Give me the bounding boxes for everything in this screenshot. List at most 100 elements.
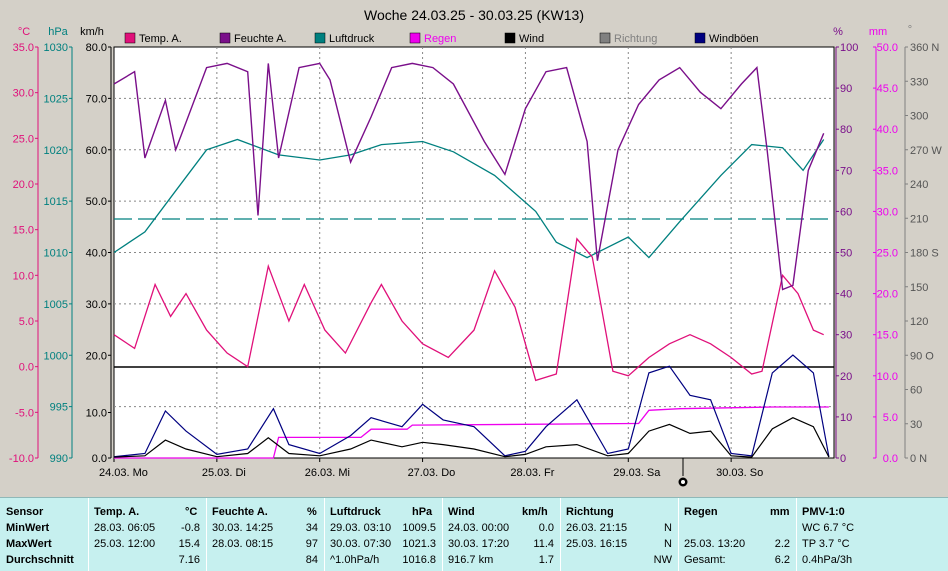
temp-tick-label: 5.0 xyxy=(19,316,34,328)
pressure-tick-label: 1025 xyxy=(44,93,68,105)
stats-header-humidity: Feuchte A. xyxy=(212,506,268,518)
stats-header-wind: Wind xyxy=(448,506,475,518)
legend-swatch xyxy=(504,32,516,44)
stats-header-humidity-unit: % xyxy=(307,506,317,518)
legend-swatch xyxy=(314,32,326,44)
series-temp xyxy=(113,237,824,382)
weather-chart: Woche 24.03.25 - 30.03.25 (KW13) Temp. A… xyxy=(9,7,942,487)
stats-cell: 28.03. 08:15 xyxy=(212,538,274,550)
unit-label-temp: °C xyxy=(18,26,30,38)
humidity-tick-label: 90 xyxy=(840,83,852,95)
stats-cell: 1.7 xyxy=(538,554,554,566)
stats-cell: 34 xyxy=(305,522,318,534)
humidity-tick-label: 10 xyxy=(840,412,852,424)
pressure-tick-label: 1005 xyxy=(44,299,68,311)
rain-tick-label: 40.0 xyxy=(877,124,898,136)
stats-header-rain-unit: mm xyxy=(770,506,790,518)
stats-header-temp: Temp. A. xyxy=(94,506,140,518)
direction-tick-label: 0 N xyxy=(910,453,927,465)
pressure-tick-label: 1000 xyxy=(44,350,68,362)
wind-tick-label: 50.0 xyxy=(86,196,107,208)
temp-tick-label: 0.0 xyxy=(19,362,34,374)
stats-cell: -0.8 xyxy=(181,522,200,534)
humidity-tick-label: 50 xyxy=(840,248,852,260)
legend-label: Luftdruck xyxy=(329,33,375,45)
stats-header-pressure-unit: hPa xyxy=(412,506,433,518)
rain-tick-label: 45.0 xyxy=(877,83,898,95)
stats-cell: 30.03. 17:20 xyxy=(448,538,510,550)
stats-cell: 84 xyxy=(305,554,318,566)
legend-swatch xyxy=(599,32,611,44)
direction-tick-label: 300 xyxy=(910,111,928,123)
stats-cell: 1009.5 xyxy=(402,522,436,534)
stats-cell: 1021.3 xyxy=(402,538,436,550)
unit-label-wind: km/h xyxy=(80,26,104,38)
humidity-tick-label: 100 xyxy=(840,42,858,54)
rain-tick-label: 0.0 xyxy=(883,453,898,465)
wind-tick-label: 60.0 xyxy=(86,145,107,157)
stats-header-wind-unit: km/h xyxy=(522,506,548,518)
series-humidity xyxy=(113,62,825,291)
temp-tick-label: 10.0 xyxy=(13,270,34,282)
wind-tick-label: 10.0 xyxy=(86,408,107,420)
stats-cell: 2.2 xyxy=(774,538,790,550)
humidity-tick-label: 80 xyxy=(840,124,852,136)
data-series xyxy=(113,62,830,459)
rain-tick-label: 5.0 xyxy=(883,412,898,424)
rain-tick-label: 25.0 xyxy=(877,248,898,260)
wind-tick-label: 40.0 xyxy=(86,248,107,260)
rain-tick-label: 30.0 xyxy=(877,206,898,218)
unit-label-direction: ° xyxy=(908,24,912,36)
stats-header-pressure: Luftdruck xyxy=(330,506,381,518)
chart-legend: Temp. A. Feuchte A. Luftdruck Regen Wind Rich… xyxy=(124,32,759,45)
stats-header-rain: Regen xyxy=(684,506,718,518)
wind-tick-label: 20.0 xyxy=(86,350,107,362)
stats-cell: NW xyxy=(653,554,672,566)
temp-tick-label: 30.0 xyxy=(13,88,34,100)
divider xyxy=(324,498,325,571)
legend-swatch xyxy=(694,32,706,44)
stats-cell: 30.03. 14:25 xyxy=(212,522,274,534)
legend-swatch xyxy=(124,32,136,44)
stats-cell: 0.4hPa/3h xyxy=(802,554,853,566)
sun-marker-icon xyxy=(678,458,688,487)
rain-tick-label: 10.0 xyxy=(877,371,898,383)
stats-cell: Gesamt: xyxy=(684,554,726,566)
temp-tick-label: 15.0 xyxy=(13,225,34,237)
pressure-tick-label: 1020 xyxy=(44,145,68,157)
unit-label-pressure: hPa xyxy=(48,26,68,38)
stats-cell: 7.16 xyxy=(178,554,200,566)
direction-tick-label: 30 xyxy=(910,419,922,431)
series-wind xyxy=(113,417,830,458)
stats-row-label: MaxWert xyxy=(6,538,52,550)
x-tick-label: 29.03. Sa xyxy=(613,467,661,479)
grid-lines xyxy=(114,47,834,458)
rain-tick-label: 50.0 xyxy=(877,42,898,54)
pressure-tick-label: 995 xyxy=(50,402,68,414)
chart-title: Woche 24.03.25 - 30.03.25 (KW13) xyxy=(364,7,584,23)
humidity-tick-label: 60 xyxy=(840,206,852,218)
direction-tick-label: 90 O xyxy=(910,350,934,362)
humidity-tick-label: 70 xyxy=(840,165,852,177)
temp-tick-label: 35.0 xyxy=(13,42,34,54)
series-pressure xyxy=(113,138,825,259)
pressure-tick-label: 990 xyxy=(50,453,68,465)
direction-tick-label: 240 xyxy=(910,179,928,191)
legend-label: Temp. A. xyxy=(139,33,182,45)
stats-cell: 1016.8 xyxy=(402,554,436,566)
stats-cell: 25.03. 13:20 xyxy=(684,538,746,550)
humidity-tick-label: 30 xyxy=(840,330,852,342)
stats-row-label: Durchschnitt xyxy=(6,554,74,566)
stats-cell: 25.03. 16:15 xyxy=(566,538,628,550)
divider xyxy=(678,498,679,571)
stats-cell: 24.03. 00:00 xyxy=(448,522,510,534)
x-tick-label: 27.03. Do xyxy=(408,467,456,479)
temp-tick-label: 25.0 xyxy=(13,133,34,145)
stats-cell: 29.03. 03:10 xyxy=(330,522,392,534)
divider xyxy=(88,498,89,571)
divider xyxy=(796,498,797,571)
humidity-tick-label: 40 xyxy=(840,289,852,301)
stats-panel: Sensor Temp. A. °C Feuchte A. % Luftdruc… xyxy=(0,497,948,571)
x-tick-label: 28.03. Fr xyxy=(510,467,554,479)
legend-label: Richtung xyxy=(614,33,657,45)
